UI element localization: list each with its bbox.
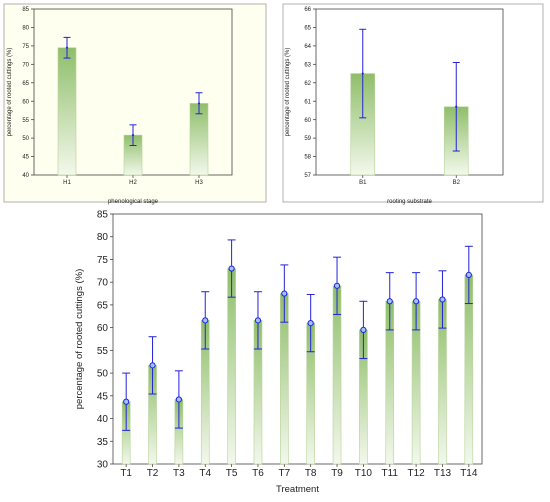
stage-y-tick-label: 50: [22, 136, 29, 142]
treatment-y-tick-label: 60: [97, 323, 109, 334]
treatment-y-tick-label: 85: [97, 210, 109, 221]
chart-rooting-substrate: 57 58 59 60 61 62 63 64 65 66 B1 B2 rooting substrat…: [277, 0, 550, 207]
substrate-y-axis-label: percentage of rooted cuttings (%): [285, 48, 291, 137]
treatment-x-tick-label: T3: [173, 468, 185, 479]
treatment-y-tick-label: 45: [97, 391, 109, 402]
treatment-y-tick-label: 50: [97, 369, 109, 380]
stage-mean-marker: [197, 102, 201, 105]
treatment-x-tick-label: T4: [199, 468, 211, 479]
treatment-y-tick-label: 80: [97, 232, 109, 243]
substrate-x-tick-label: B2: [453, 180, 461, 186]
chart-rooting-substrate-svg: 57 58 59 60 61 62 63 64 65 66 B1 B2 rooting substrat…: [282, 3, 544, 205]
treatment-x-tick-label: T10: [355, 468, 373, 479]
treatment-mean-marker: [149, 362, 156, 369]
substrate-y-tick-label: 65: [304, 26, 311, 32]
treatment-mean-marker: [413, 298, 420, 305]
treatment-x-tick-label: T13: [434, 468, 452, 479]
stage-bar-h1: [57, 47, 77, 176]
treatment-mean-marker: [386, 298, 393, 305]
stage-y-tick-label: 80: [22, 26, 29, 32]
substrate-y-tick-label: 59: [304, 136, 311, 142]
treatment-x-tick-label: T11: [382, 468, 399, 479]
treatment-x-axis-label: Treatment: [276, 484, 319, 495]
treatment-mean-marker: [123, 398, 130, 405]
substrate-y-tick-label: 66: [304, 7, 311, 13]
stage-y-tick-label: 85: [22, 7, 29, 13]
treatment-x-tick-label: T9: [331, 468, 343, 479]
treatment-plot-area: [112, 213, 483, 465]
treatment-mean-marker: [439, 296, 446, 303]
stage-y-tick-label: 45: [22, 155, 29, 161]
treatment-y-tick-label: 65: [97, 300, 109, 311]
treatment-mean-marker: [254, 317, 262, 324]
stage-y-tick-label: 55: [22, 118, 29, 124]
substrate-y-tick-label: 60: [304, 118, 311, 124]
treatment-mean-marker: [333, 282, 341, 289]
stage-mean-marker: [65, 46, 69, 49]
chart-phenological-stage: 40 45 50 55 60 65 70 75 80 85 H1 H2 H3 phenological s…: [0, 0, 272, 207]
treatment-mean-marker: [465, 271, 472, 279]
substrate-bar-b1: [350, 73, 376, 176]
treatment-x-tick-label: T1: [120, 468, 132, 479]
treatment-bar-t5: [227, 268, 236, 465]
stage-x-tick-label: H3: [195, 180, 203, 186]
treatment-mean-marker: [307, 319, 314, 327]
substrate-y-tick-label: 61: [304, 99, 311, 105]
substrate-x-axis-label: rooting substrate: [387, 199, 432, 205]
treatment-y-tick-label: 70: [97, 278, 109, 289]
treatment-x-tick-label: T2: [147, 468, 159, 479]
stage-y-tick-label: 60: [22, 99, 29, 105]
treatment-x-tick-label: T14: [460, 468, 478, 479]
treatment-x-tick-label: T6: [252, 468, 264, 479]
stage-y-tick-label: 40: [22, 173, 29, 179]
substrate-y-tick-label: 63: [304, 62, 311, 68]
substrate-y-tick-label: 64: [304, 44, 311, 50]
treatment-y-tick-label: 75: [97, 255, 109, 266]
stage-y-axis-label: percentage of rooted cuttings (%): [7, 48, 13, 137]
treatment-mean-marker: [360, 326, 367, 334]
stage-x-tick-label: H1: [63, 180, 71, 186]
treatment-y-axis-label: percentage of rooted cuttings (%): [74, 269, 85, 409]
treatment-x-tick-label: T12: [407, 468, 425, 479]
treatment-x-tick-label: T8: [305, 468, 317, 479]
stage-x-axis-label: phenological stage: [108, 199, 159, 205]
stage-y-tick-label: 75: [22, 44, 29, 50]
substrate-mean-marker: [361, 72, 364, 75]
treatment-mean-marker: [281, 290, 288, 297]
treatment-y-tick-label: 30: [97, 460, 109, 471]
substrate-y-tick-label: 58: [304, 155, 311, 161]
treatment-y-tick-label: 40: [97, 414, 109, 425]
chart-phenological-stage-svg: 40 45 50 55 60 65 70 75 80 85 H1 H2 H3 phenological s…: [3, 3, 267, 205]
treatment-x-tick-label: T5: [226, 468, 238, 479]
chart-treatment: 30 35 40 45 50 55 60 65 70 75 80 85 T1 T2 T3 T4 T5 T6 T7 T8…: [68, 207, 490, 497]
treatment-mean-marker: [202, 317, 209, 324]
stage-mean-marker: [131, 134, 135, 137]
substrate-mean-marker: [455, 105, 458, 108]
chart-treatment-svg: 30 35 40 45 50 55 60 65 70 75 80 85 T1 T2 T3 T4 T5 T6 T7 T8…: [74, 210, 483, 495]
stage-x-tick-label: H2: [129, 180, 137, 186]
stage-y-tick-label: 65: [22, 81, 29, 87]
treatment-y-tick-label: 35: [97, 437, 109, 448]
treatment-y-tick-label: 55: [97, 346, 109, 357]
substrate-y-tick-label: 62: [304, 81, 311, 87]
substrate-x-tick-label: B1: [359, 180, 367, 186]
treatment-mean-marker: [175, 396, 182, 403]
substrate-y-tick-label: 57: [304, 173, 311, 179]
substrate-plot-area: [315, 8, 504, 176]
treatment-mean-marker: [228, 265, 235, 272]
stage-y-tick-label: 70: [22, 62, 29, 68]
treatment-x-tick-label: T7: [278, 468, 290, 479]
